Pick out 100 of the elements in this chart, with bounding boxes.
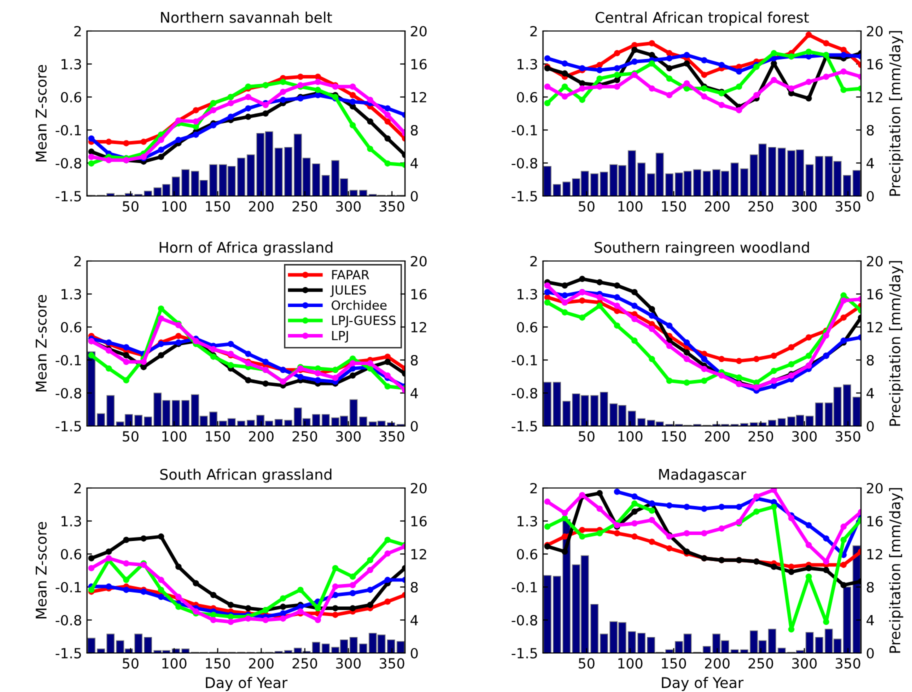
chart-title: Northern savannah belt (161, 12, 332, 23)
y-tick-label: -0.1 (56, 582, 81, 592)
y2-tick-label: 4 (410, 158, 418, 168)
y2-axis-title: Precipitation [mm/day] (889, 488, 904, 653)
legend-label: LPJ-GUESS (332, 316, 396, 328)
y-tick-label: -1.5 (56, 648, 81, 658)
x-tick-label: 250 (748, 431, 774, 442)
x-tick-label: 300 (336, 201, 361, 212)
y-tick-label: 2 (530, 482, 537, 494)
x-tick-label: 200 (249, 431, 274, 442)
y2-tick-label: 8 (410, 124, 418, 136)
x-tick-label: 100 (618, 431, 642, 442)
y2-tick-label: 4 (866, 615, 874, 626)
y2-tick-label: 8 (866, 354, 874, 366)
chart-title: Madagascar (659, 468, 746, 483)
x-tick-label: 350 (836, 431, 860, 442)
x-axis-title: Day of Year (662, 676, 744, 691)
x-tick-label: 150 (206, 201, 230, 212)
legend-label: LPJ (332, 331, 348, 343)
y-tick-label: -0.8 (56, 388, 82, 398)
y-tick-label: 1.3 (62, 288, 82, 300)
x-tick-label: 150 (662, 658, 686, 669)
chart-title: South African grassland (160, 468, 332, 483)
y2-tick-label: 0 (866, 648, 874, 658)
y2-tick-label: 4 (866, 388, 874, 398)
y2-tick-label: 20 (866, 482, 883, 494)
x-tick-label: 300 (792, 431, 817, 442)
y2-tick-label: 20 (410, 256, 427, 266)
y-axis-title: Mean Z-score (36, 522, 47, 618)
y-tick-label: 1.3 (518, 288, 538, 300)
y2-tick-label: 12 (411, 92, 426, 102)
y2-tick-label: 4 (410, 388, 418, 398)
x-tick-label: 100 (162, 431, 186, 442)
y-tick-label: -0.1 (512, 124, 537, 136)
y-tick-label: -1.5 (512, 421, 537, 432)
x-tick-label: 200 (705, 658, 730, 669)
legend-label: FAPAR (332, 270, 370, 280)
y-tick-label: 0.6 (516, 92, 538, 102)
y-tick-label: 0.6 (60, 548, 82, 560)
y2-tick-label: 12 (867, 548, 882, 560)
y2-tick-label: 12 (867, 92, 882, 102)
y-tick-label: -1.5 (56, 191, 81, 202)
y2-tick-label: 20 (410, 26, 427, 36)
x-tick-label: 300 (336, 658, 361, 669)
x-tick-label: 100 (618, 201, 642, 212)
y-tick-label: 0.6 (516, 548, 538, 560)
y-tick-label: 1.3 (518, 516, 538, 526)
x-tick-label: 350 (380, 201, 404, 212)
x-tick-label: 150 (206, 431, 230, 442)
legend-label: JULES (330, 285, 366, 297)
y2-tick-label: 20 (410, 482, 427, 494)
y2-tick-label: 16 (411, 288, 427, 300)
x-tick-label: 100 (162, 201, 186, 212)
y2-tick-label: 0 (866, 190, 874, 202)
x-tick-label: 350 (836, 658, 860, 669)
y-tick-label: 2 (74, 26, 81, 36)
x-tick-label: 250 (292, 431, 318, 442)
y-tick-label: -1.5 (512, 191, 537, 202)
x-tick-label: 100 (618, 658, 642, 669)
y-tick-label: -0.1 (512, 582, 537, 592)
y-tick-label: -1.5 (56, 421, 81, 432)
x-tick-label: 200 (705, 431, 730, 442)
chart-title: Southern raingreen woodland (594, 242, 809, 256)
y2-tick-label: 4 (410, 615, 418, 626)
x-tick-label: 250 (748, 201, 774, 212)
x-tick-label: 150 (206, 658, 230, 669)
x-tick-label: 350 (380, 658, 404, 669)
y-tick-label: 2 (530, 256, 537, 266)
y-tick-label: -0.8 (512, 388, 538, 398)
y-tick-label: -0.8 (512, 158, 538, 168)
x-tick-label: 200 (705, 201, 730, 212)
y2-tick-label: 16 (867, 58, 883, 70)
x-tick-label: 250 (292, 658, 318, 669)
y2-tick-label: 12 (411, 548, 426, 560)
y-tick-label: -0.1 (512, 354, 537, 366)
y2-tick-label: 8 (410, 354, 418, 366)
x-axis-title: Day of Year (206, 676, 288, 691)
x-tick-label: 100 (162, 658, 186, 669)
y2-tick-label: 8 (410, 582, 418, 592)
y-tick-label: 1.3 (518, 58, 538, 70)
y-axis-title: Mean Z-score (36, 295, 47, 392)
y2-tick-label: 8 (866, 582, 874, 592)
y-tick-label: 1.3 (62, 516, 82, 526)
x-tick-label: 250 (292, 201, 318, 212)
y2-tick-label: 0 (410, 648, 418, 658)
x-tick-label: 50 (122, 658, 138, 669)
y-axis-title: Mean Z-score (36, 65, 47, 162)
y2-tick-label: 0 (866, 420, 874, 432)
y2-tick-label: 12 (867, 322, 882, 332)
x-tick-label: 50 (578, 431, 594, 442)
y-tick-label: 2 (530, 26, 537, 36)
y-tick-label: -0.8 (512, 614, 538, 626)
x-tick-label: 50 (578, 201, 594, 212)
x-tick-label: 300 (792, 658, 817, 669)
y-tick-label: -1.5 (512, 648, 537, 658)
x-tick-label: 50 (122, 201, 138, 212)
y-tick-label: 0.6 (60, 92, 82, 102)
x-tick-label: 150 (662, 201, 686, 212)
y-tick-label: 0.6 (516, 322, 538, 332)
y2-tick-label: 12 (411, 322, 426, 332)
